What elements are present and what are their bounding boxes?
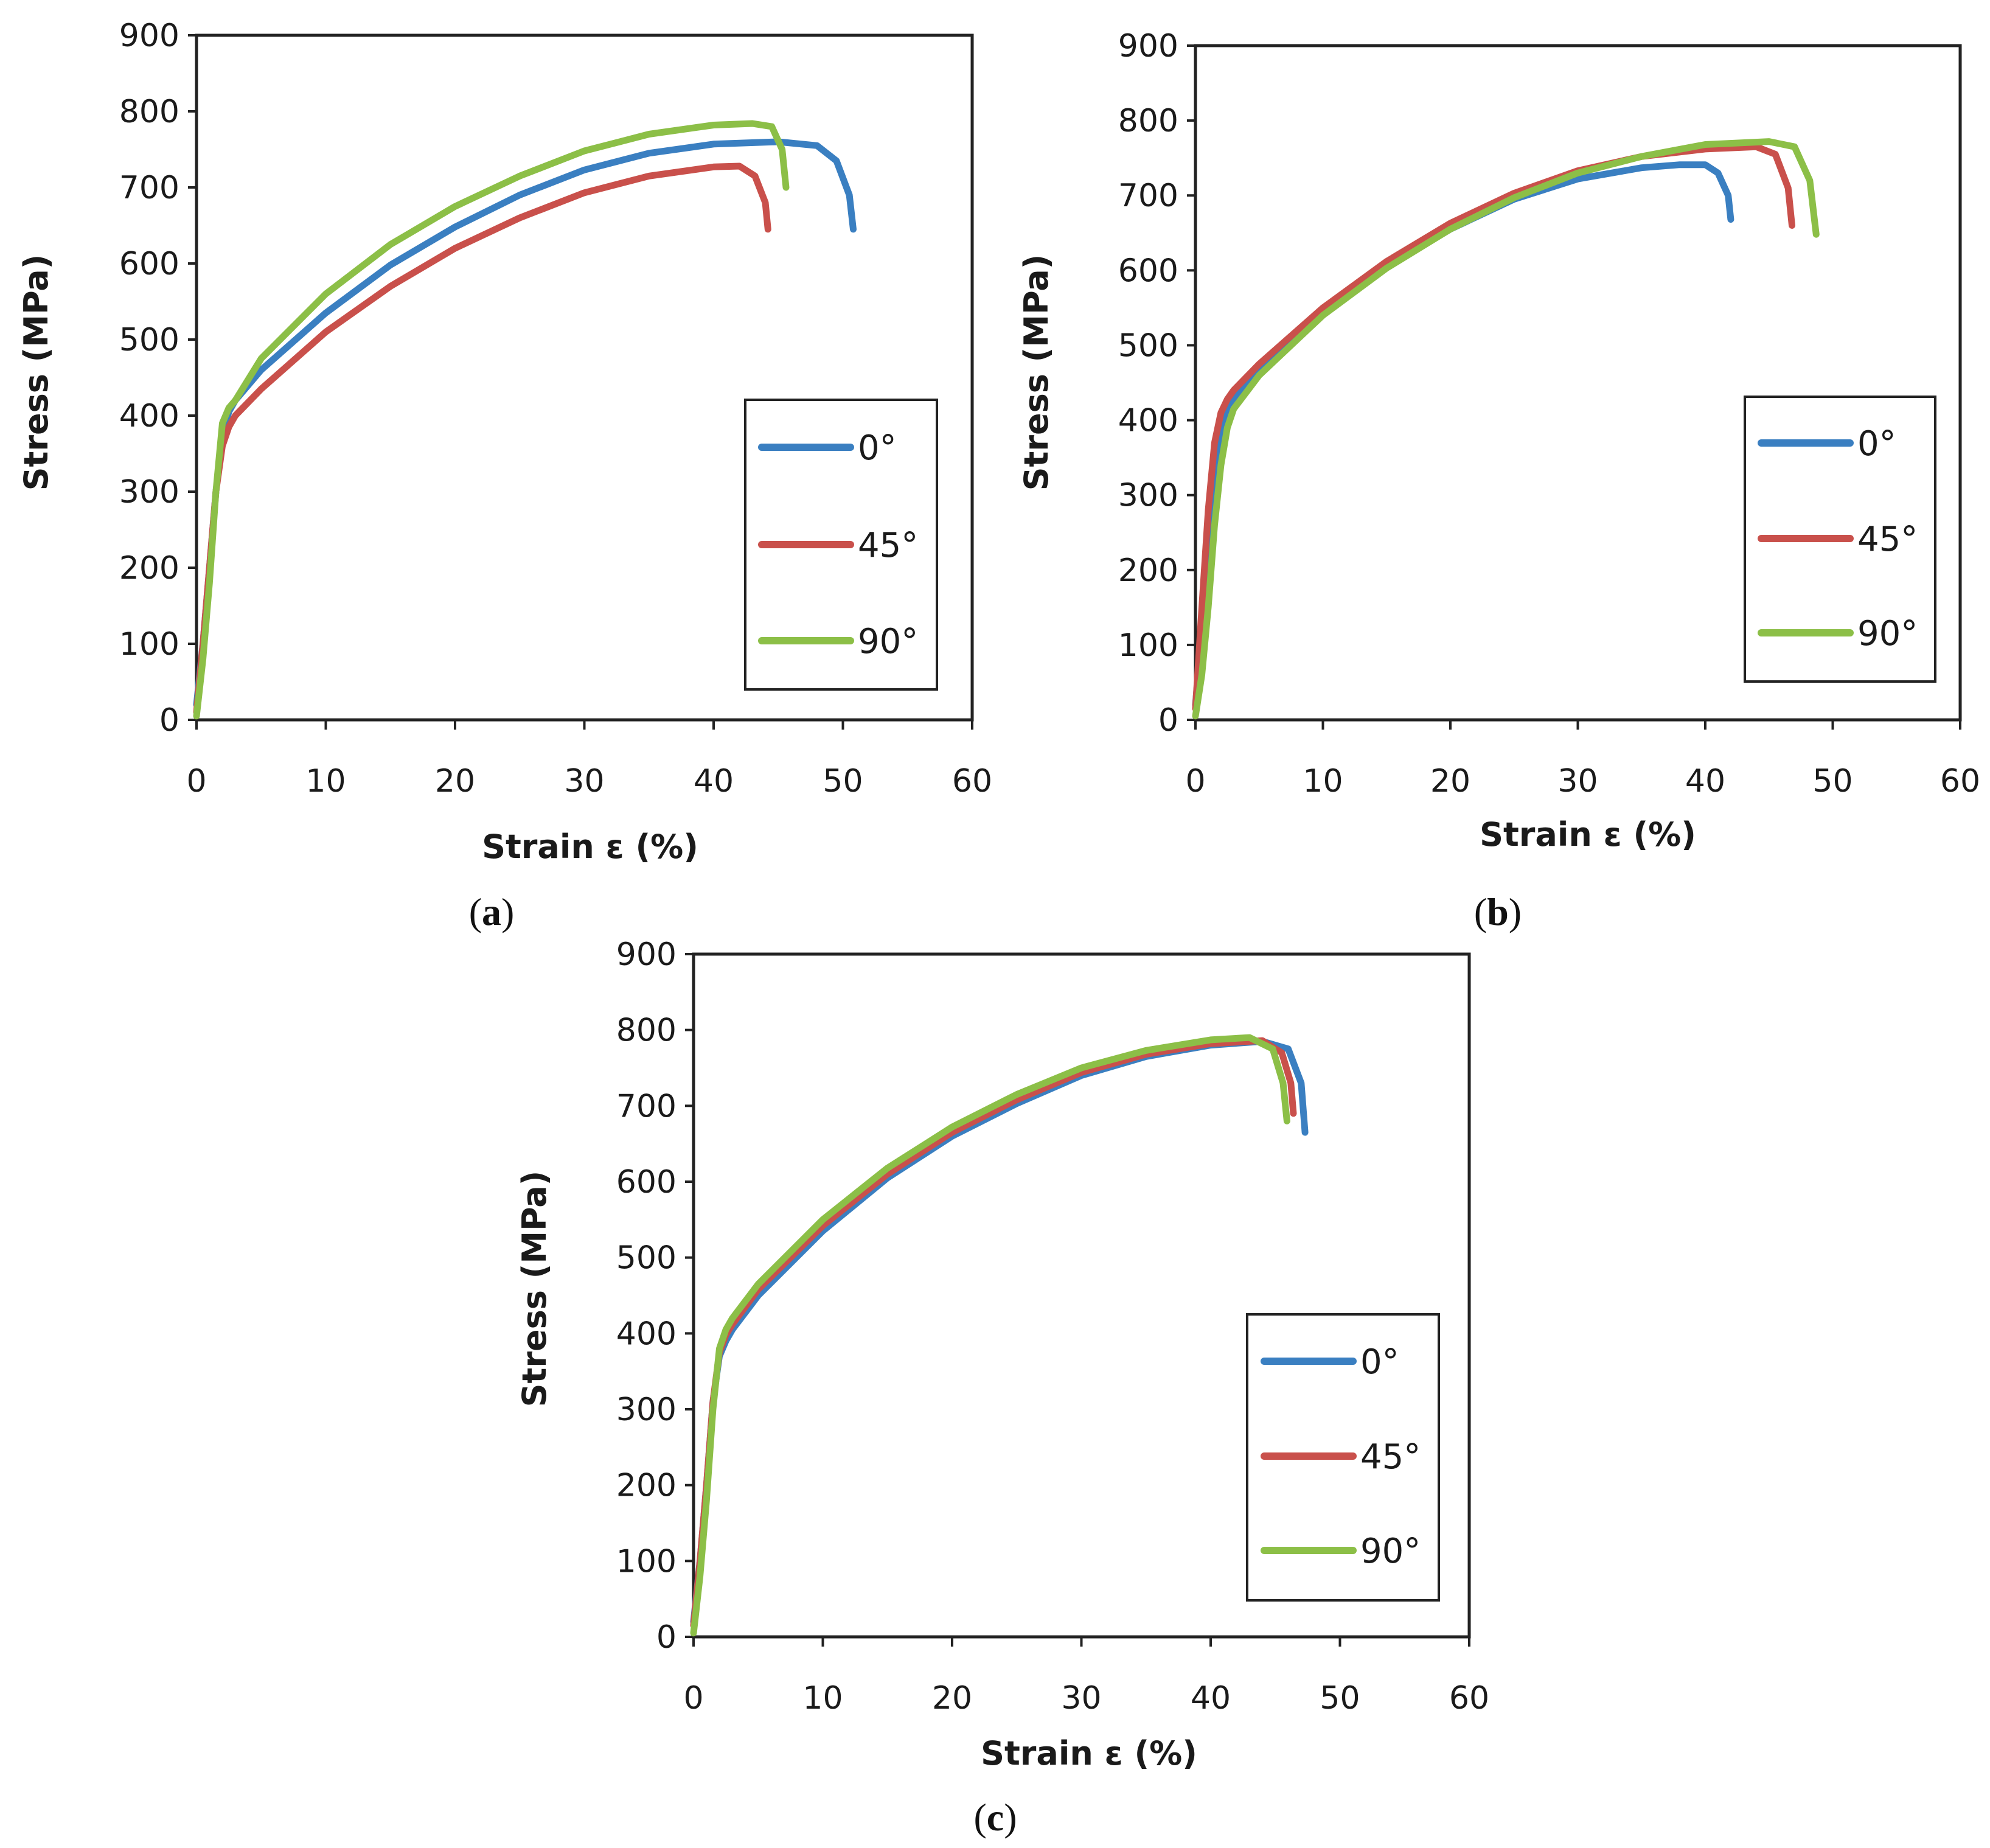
y-tick-label: 700 bbox=[1118, 178, 1178, 214]
legend-label-90deg: 90° bbox=[1857, 614, 1918, 654]
legend-label-90deg: 90° bbox=[1360, 1532, 1421, 1571]
series-layer bbox=[1192, 138, 1820, 720]
y-tick-label: 700 bbox=[119, 170, 179, 206]
y-tick-label: 400 bbox=[119, 398, 179, 434]
x-axis-title: Strain ε (%) bbox=[1480, 815, 1696, 854]
x-tick-label: 50 bbox=[1812, 763, 1853, 800]
y-tick-label: 800 bbox=[1118, 103, 1178, 139]
x-tick-label: 10 bbox=[802, 1680, 843, 1717]
x-tick-label: 10 bbox=[1303, 763, 1343, 800]
y-tick-label: 500 bbox=[119, 322, 179, 358]
series-line-45deg bbox=[690, 1037, 1297, 1629]
y-tick-label: 100 bbox=[1118, 627, 1178, 664]
y-tick-label: 800 bbox=[119, 94, 179, 130]
x-tick-label: 40 bbox=[1191, 1680, 1231, 1717]
y-tick-label: 0 bbox=[656, 1619, 677, 1656]
legend-label-0deg: 0° bbox=[858, 428, 897, 468]
series-line-45deg bbox=[193, 162, 771, 716]
x-tick-label: 50 bbox=[823, 763, 863, 800]
x-tick-label: 60 bbox=[1940, 763, 1980, 800]
y-axis-title: Stress (MPa) bbox=[515, 1171, 554, 1407]
x-tick-label: 30 bbox=[1061, 1680, 1101, 1717]
series-line-0deg bbox=[1192, 161, 1734, 708]
x-tick-label: 0 bbox=[683, 1680, 703, 1717]
series-line-0deg bbox=[690, 1037, 1309, 1625]
series-layer bbox=[193, 120, 857, 720]
x-axis-ticks: 0 10 20 30 40 50 60 bbox=[186, 720, 992, 800]
y-tick-label: 600 bbox=[119, 246, 179, 282]
x-tick-label: 60 bbox=[1449, 1680, 1489, 1717]
legend-label-45deg: 45° bbox=[1360, 1437, 1421, 1477]
x-tick-label: 40 bbox=[1685, 763, 1725, 800]
y-tick-label: 900 bbox=[119, 18, 179, 54]
legend-label-45deg: 45° bbox=[858, 526, 918, 565]
y-tick-label: 900 bbox=[616, 936, 677, 973]
y-tick-label: 500 bbox=[1118, 327, 1178, 364]
y-tick-label: 600 bbox=[1118, 253, 1178, 289]
series-line-45deg bbox=[1192, 143, 1795, 712]
y-tick-label: 200 bbox=[119, 550, 179, 587]
panel-a: 0 100 200 300 400 500 600 700 800 900 0 10 20 30 40 50… bbox=[17, 18, 992, 933]
x-tick-label: 30 bbox=[564, 763, 604, 800]
x-tick-label: 50 bbox=[1320, 1680, 1360, 1717]
y-tick-label: 900 bbox=[1118, 28, 1178, 65]
x-axis-title: Strain ε (%) bbox=[482, 828, 698, 866]
y-tick-label: 300 bbox=[1118, 478, 1178, 514]
y-tick-label: 100 bbox=[119, 626, 179, 663]
legend: 0° 45° 90° bbox=[1744, 396, 1936, 683]
y-tick-label: 400 bbox=[616, 1316, 677, 1352]
x-tick-label: 0 bbox=[186, 763, 206, 800]
y-tick-label: 600 bbox=[616, 1164, 677, 1201]
series-line-90deg bbox=[1192, 138, 1820, 720]
panel-caption-a: (a) bbox=[469, 890, 515, 933]
y-tick-label: 400 bbox=[1118, 403, 1178, 439]
y-tick-label: 300 bbox=[119, 474, 179, 511]
x-tick-label: 30 bbox=[1557, 763, 1598, 800]
x-tick-label: 60 bbox=[952, 763, 992, 800]
y-tick-label: 700 bbox=[616, 1088, 677, 1124]
y-tick-label: 0 bbox=[1158, 702, 1178, 739]
panel-caption-c: (c) bbox=[973, 1796, 1017, 1839]
y-axis-ticks: 0 100 200 300 400 500 600 700 800 900 bbox=[616, 936, 694, 1656]
y-axis-ticks: 0 100 200 300 400 500 600 700 800 900 bbox=[1118, 28, 1195, 739]
legend: 0° 45° 90° bbox=[1246, 1313, 1440, 1602]
y-tick-label: 200 bbox=[616, 1468, 677, 1504]
y-tick-label: 0 bbox=[159, 702, 179, 739]
x-tick-label: 20 bbox=[932, 1680, 972, 1717]
x-tick-label: 40 bbox=[694, 763, 734, 800]
panel-b: 0 100 200 300 400 500 600 700 800 900 0 10 20 30 40 50… bbox=[1017, 28, 1980, 933]
y-tick-label: 200 bbox=[1118, 553, 1178, 589]
x-tick-label: 20 bbox=[1430, 763, 1470, 800]
panel-c: 0 100 200 300 400 500 600 700 800 900 0 10 20 30 40 50… bbox=[515, 936, 1489, 1839]
x-tick-label: 10 bbox=[305, 763, 346, 800]
y-axis-title: Stress (MPa) bbox=[17, 254, 55, 491]
x-axis-ticks: 0 10 20 30 40 50 60 bbox=[683, 1637, 1489, 1717]
legend: 0° 45° 90° bbox=[744, 399, 938, 691]
y-tick-label: 500 bbox=[616, 1240, 677, 1277]
legend-label-0deg: 0° bbox=[1857, 424, 1896, 464]
y-tick-label: 800 bbox=[616, 1013, 677, 1049]
y-tick-label: 300 bbox=[616, 1392, 677, 1428]
series-layer bbox=[690, 1034, 1309, 1637]
legend-label-90deg: 90° bbox=[858, 622, 918, 661]
y-axis-ticks: 0 100 200 300 400 500 600 700 800 900 bbox=[119, 18, 197, 739]
x-tick-label: 20 bbox=[435, 763, 475, 800]
series-line-90deg bbox=[690, 1034, 1290, 1637]
y-tick-label: 100 bbox=[616, 1543, 677, 1580]
x-axis-title: Strain ε (%) bbox=[981, 1734, 1197, 1773]
y-axis-title: Stress (MPa) bbox=[1017, 254, 1056, 491]
legend-label-0deg: 0° bbox=[1360, 1342, 1399, 1382]
x-axis-ticks: 0 10 20 30 40 50 60 bbox=[1185, 720, 1980, 800]
series-line-90deg bbox=[193, 120, 790, 720]
legend-label-45deg: 45° bbox=[1857, 520, 1918, 559]
panel-caption-b: (b) bbox=[1474, 890, 1522, 933]
x-tick-label: 0 bbox=[1185, 763, 1205, 800]
